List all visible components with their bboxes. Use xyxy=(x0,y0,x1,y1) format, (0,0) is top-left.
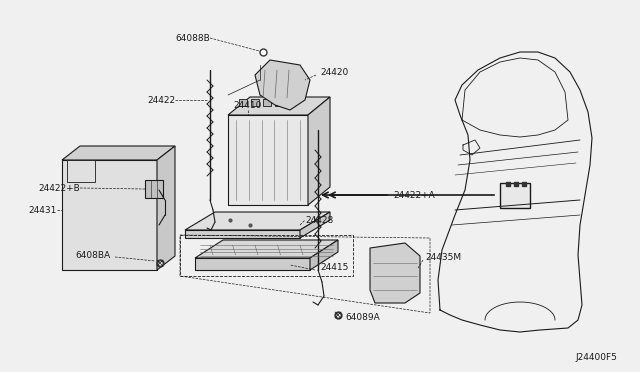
Text: 24415: 24415 xyxy=(320,263,348,273)
Polygon shape xyxy=(263,99,271,106)
Polygon shape xyxy=(185,230,300,238)
Polygon shape xyxy=(287,99,295,106)
Polygon shape xyxy=(195,258,310,270)
Polygon shape xyxy=(157,146,175,270)
Text: 24422+A: 24422+A xyxy=(393,190,435,199)
Polygon shape xyxy=(500,183,530,208)
Polygon shape xyxy=(300,212,330,238)
Text: 6408BA: 6408BA xyxy=(75,250,110,260)
Text: 64089A: 64089A xyxy=(345,314,380,323)
Text: 24435M: 24435M xyxy=(425,253,461,263)
Polygon shape xyxy=(255,60,310,110)
Polygon shape xyxy=(185,212,330,230)
Polygon shape xyxy=(239,99,247,106)
Text: 24431: 24431 xyxy=(29,205,57,215)
Polygon shape xyxy=(67,160,95,182)
Polygon shape xyxy=(370,243,420,303)
Polygon shape xyxy=(308,97,330,205)
Text: 24410: 24410 xyxy=(233,101,261,110)
Polygon shape xyxy=(228,115,308,205)
Polygon shape xyxy=(195,240,338,258)
Text: 24420: 24420 xyxy=(320,67,348,77)
Text: 24422+B: 24422+B xyxy=(38,183,80,192)
Polygon shape xyxy=(145,180,163,198)
Polygon shape xyxy=(62,160,157,270)
Polygon shape xyxy=(275,99,283,106)
Polygon shape xyxy=(62,146,175,160)
Text: J24400F5: J24400F5 xyxy=(575,353,617,362)
Polygon shape xyxy=(251,99,259,106)
Text: 24422: 24422 xyxy=(147,96,175,105)
Polygon shape xyxy=(310,240,338,270)
Polygon shape xyxy=(228,97,330,115)
Text: 64088B: 64088B xyxy=(175,33,210,42)
Text: 24428: 24428 xyxy=(305,215,333,224)
